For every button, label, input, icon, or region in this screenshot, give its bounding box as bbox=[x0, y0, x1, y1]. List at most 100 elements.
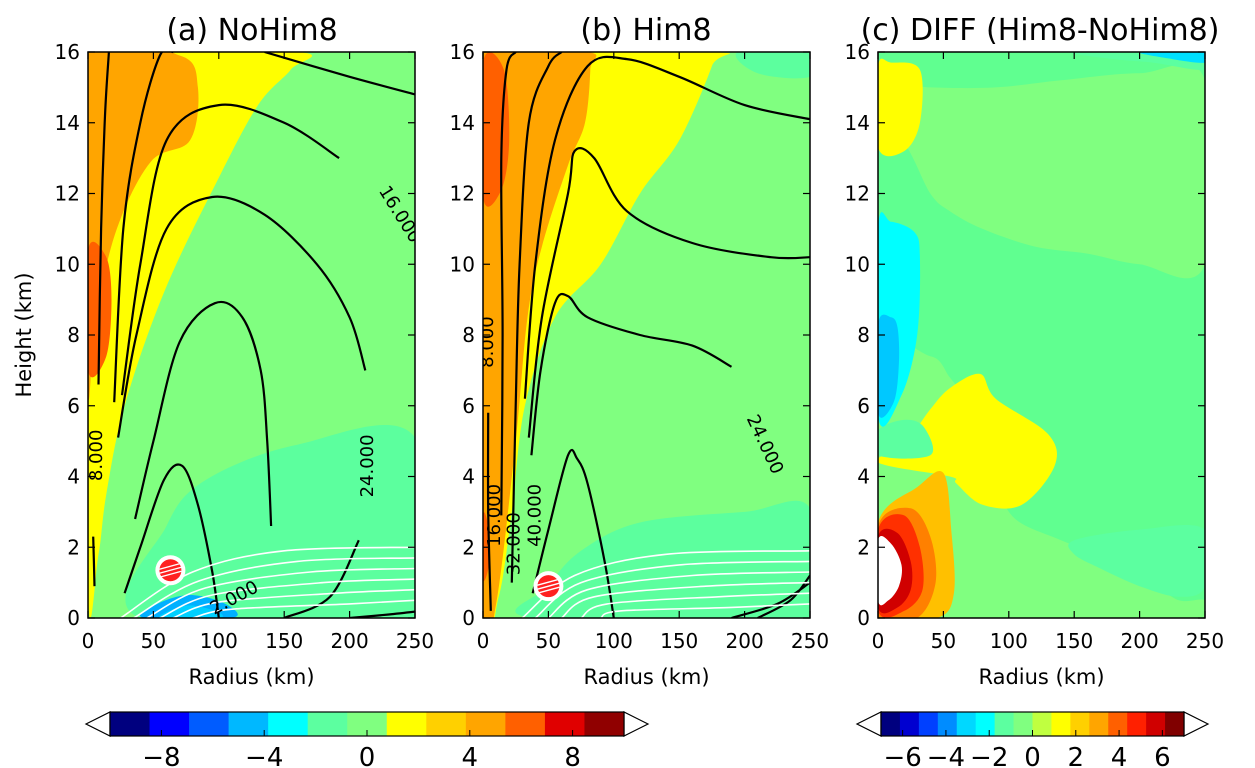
white-contour-b-14 bbox=[600, 603, 810, 618]
colorbar-swatch-cb1-0 bbox=[110, 712, 151, 736]
x-tick-label-c-0: 0 bbox=[872, 629, 885, 653]
contour-line-b-6 bbox=[531, 448, 615, 618]
contour-label-b-0: 8.000 bbox=[477, 316, 498, 368]
colorbar-swatch-cb1-5 bbox=[307, 712, 348, 736]
y-tick-label-a-3: 6 bbox=[67, 394, 80, 418]
colorbar-swatch-cb1-12 bbox=[584, 712, 625, 736]
contour-line-a-8 bbox=[264, 52, 415, 96]
colorbar-tick-label-cb2-2: −2 bbox=[970, 743, 1008, 768]
contour-line-b-0 bbox=[486, 412, 492, 611]
contour-label-a-1: 24.000 bbox=[357, 434, 378, 497]
y-tick-label-a-2: 4 bbox=[67, 465, 80, 489]
contour-label-b-2: 32.000 bbox=[503, 512, 524, 575]
contour-line-a-0 bbox=[97, 52, 110, 385]
contour-line-b-8 bbox=[731, 581, 810, 618]
contour-line-b-7 bbox=[757, 574, 810, 618]
colorbar-swatch-cb2-4 bbox=[956, 712, 977, 736]
x-tick-label-a-1: 50 bbox=[141, 629, 166, 653]
contour-line-a-4 bbox=[134, 300, 273, 527]
x-tick-label-b-2: 100 bbox=[595, 629, 633, 653]
colorbar-swatch-cb2-7 bbox=[1013, 712, 1033, 736]
y-tick-label-a-0: 0 bbox=[67, 606, 80, 630]
y-tick-label-a-4: 8 bbox=[67, 323, 80, 347]
contour-line-b-1 bbox=[500, 52, 517, 516]
colorbar-swatch-cb2-12 bbox=[1108, 712, 1128, 736]
y-tick-label-b-5: 10 bbox=[450, 252, 475, 276]
contour-line-a-7 bbox=[92, 536, 96, 587]
contour-line-a-2 bbox=[120, 103, 340, 396]
x-axis-label-a: Radius (km) bbox=[188, 665, 314, 689]
shaded-region-b-2 bbox=[735, 52, 810, 79]
contour-line-b-2 bbox=[510, 52, 563, 583]
y-tick-label-a-1: 2 bbox=[67, 535, 80, 559]
colorbar-swatch-cb2-15 bbox=[1165, 712, 1185, 736]
y-tick-label-c-4: 8 bbox=[857, 323, 870, 347]
colorbar-swatch-cb2-10 bbox=[1070, 712, 1090, 736]
colorbar-swatch-cb2-8 bbox=[1032, 712, 1052, 736]
colorbar-swatch-cb2-0 bbox=[881, 712, 901, 736]
white-contour-a-15 bbox=[192, 599, 415, 618]
shaded-region-a-3 bbox=[88, 52, 199, 400]
y-tick-label-a-8: 16 bbox=[55, 40, 80, 64]
colorbar-tick-label-cb2-1: −4 bbox=[927, 743, 965, 768]
y-axis-label-a: Height (km) bbox=[12, 272, 36, 397]
y-tick-label-a-5: 10 bbox=[55, 252, 80, 276]
colorbar-extend-low-cb2 bbox=[855, 711, 882, 737]
panel-c-title: (c) DIFF (Him8-NoHim8) bbox=[861, 13, 1220, 48]
colorbar-extend-high-cb2 bbox=[1183, 711, 1210, 737]
y-tick-label-c-0: 0 bbox=[857, 606, 870, 630]
colorbar-swatch-cb1-10 bbox=[505, 712, 546, 736]
colorbar-swatch-cb2-6 bbox=[994, 712, 1015, 736]
x-axis-label-b: Radius (km) bbox=[583, 665, 709, 689]
shaded-region-a-2 bbox=[88, 52, 313, 618]
y-tick-label-b-0: 0 bbox=[462, 606, 475, 630]
x-axis-label-c: Radius (km) bbox=[978, 665, 1104, 689]
colorbar-swatch-cb2-9 bbox=[1051, 712, 1071, 736]
x-tick-label-a-3: 150 bbox=[265, 629, 303, 653]
colorbar-tick-label-cb1-1: −4 bbox=[245, 743, 283, 768]
contour-line-a-6 bbox=[283, 539, 360, 618]
colorbar-swatch-cb2-5 bbox=[975, 712, 996, 736]
x-tick-label-c-3: 150 bbox=[1055, 629, 1093, 653]
contour-line-b-5 bbox=[530, 292, 733, 456]
colorbar-swatch-cb1-4 bbox=[268, 712, 309, 736]
storm-marker-b-0 bbox=[533, 571, 564, 602]
x-tick-label-b-4: 200 bbox=[726, 629, 764, 653]
colorbar-tick-label-cb2-5: 4 bbox=[1111, 743, 1128, 768]
contour-line-a-3 bbox=[117, 195, 367, 438]
x-tick-label-c-5: 250 bbox=[1186, 629, 1224, 653]
white-contour-a-11 bbox=[133, 557, 415, 618]
panel-b-title: (b) Him8 bbox=[580, 13, 711, 48]
colorbar-swatch-cb2-11 bbox=[1089, 712, 1109, 736]
colorbar-extend-low-cb1 bbox=[84, 711, 111, 737]
shaded-region-b-4 bbox=[483, 52, 597, 618]
white-contour-a-13 bbox=[159, 578, 415, 618]
y-tick-label-c-8: 16 bbox=[845, 40, 870, 64]
y-tick-label-b-7: 14 bbox=[450, 111, 475, 135]
colorbar-swatch-cb2-2 bbox=[918, 712, 939, 736]
x-tick-label-a-2: 100 bbox=[200, 629, 238, 653]
shaded-region-c-4 bbox=[878, 58, 923, 157]
colorbar-right: −6 −4 −2 0 2 4 6 bbox=[855, 711, 1210, 768]
x-tick-label-a-4: 200 bbox=[331, 629, 369, 653]
colorbar-swatch-cb2-3 bbox=[937, 712, 958, 736]
contour-label-b-3: 40.000 bbox=[524, 484, 545, 547]
colorbar-left: −8 −4 0 4 8 bbox=[84, 711, 650, 768]
x-tick-label-b-1: 50 bbox=[536, 629, 561, 653]
x-tick-label-c-4: 200 bbox=[1121, 629, 1159, 653]
shaded-region-c-15 bbox=[1138, 52, 1205, 63]
colorbar-tick-label-cb2-6: 6 bbox=[1154, 743, 1171, 768]
x-tick-label-c-1: 50 bbox=[931, 629, 956, 653]
y-tick-label-c-5: 10 bbox=[845, 252, 870, 276]
y-tick-label-c-1: 2 bbox=[857, 535, 870, 559]
colorbar-tick-label-cb2-3: 0 bbox=[1024, 743, 1041, 768]
x-tick-label-a-0: 0 bbox=[82, 629, 95, 653]
white-contour-b-12 bbox=[560, 581, 810, 618]
colorbar-tick-label-cb1-0: −8 bbox=[142, 743, 180, 768]
colorbar-swatch-cb1-11 bbox=[544, 712, 585, 736]
x-tick-label-b-3: 150 bbox=[660, 629, 698, 653]
